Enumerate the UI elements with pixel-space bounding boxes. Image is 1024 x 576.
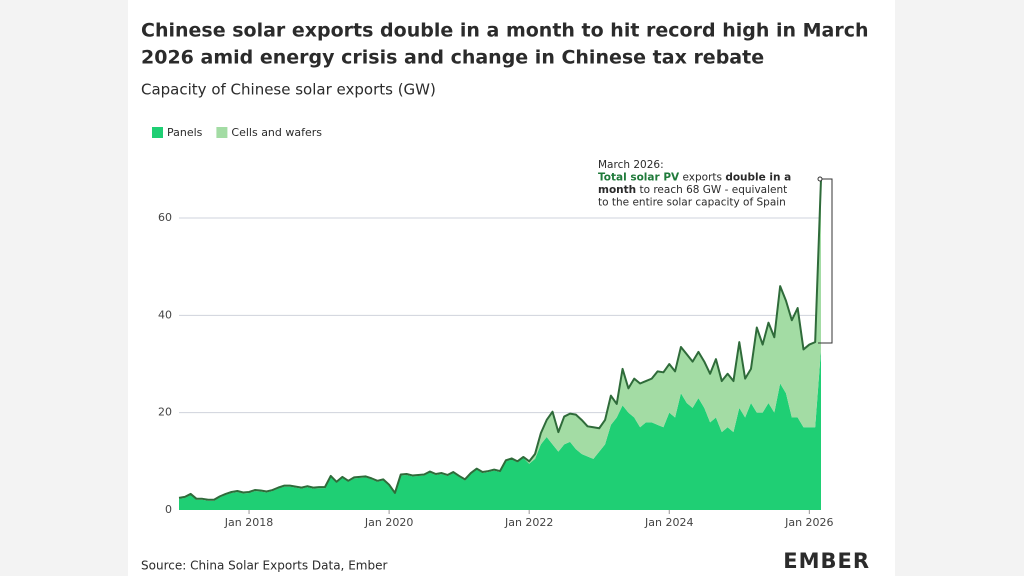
legend-swatch bbox=[152, 127, 163, 138]
legend-label: Panels bbox=[167, 126, 203, 139]
area bbox=[179, 179, 821, 501]
x-tick-label: Jan 2020 bbox=[364, 516, 413, 529]
y-tick-label: 0 bbox=[165, 503, 172, 516]
annotation-text: March 2026: bbox=[598, 159, 664, 171]
annotation-text: Total solar PV exports double in a bbox=[598, 172, 791, 184]
brand-logo: EMBER bbox=[783, 549, 870, 573]
annotation-span: double in a bbox=[725, 172, 791, 184]
bracket-line bbox=[818, 178, 833, 344]
annotation-text: month to reach 68 GW - equivalent bbox=[598, 184, 787, 196]
legend-label: Cells and wafers bbox=[231, 126, 322, 139]
subtitle: Capacity of Chinese solar exports (GW) bbox=[141, 81, 436, 99]
annotation-span: Total solar PV bbox=[598, 172, 680, 184]
bracket-dot bbox=[817, 176, 823, 182]
x-tick-label: Jan 2018 bbox=[224, 516, 273, 529]
annotation-span: exports bbox=[679, 172, 725, 184]
title-line: Chinese solar exports double in a month … bbox=[141, 20, 869, 42]
total-outline bbox=[178, 179, 822, 501]
annotation-span: to the entire solar capacity of Spain bbox=[598, 197, 786, 209]
area bbox=[179, 349, 821, 510]
annotation-span: month bbox=[598, 184, 636, 196]
x-tick-label: Jan 2024 bbox=[644, 516, 693, 529]
title-line: 2026 amid energy crisis and change in Ch… bbox=[141, 47, 764, 69]
annotation-span: to reach 68 GW - equivalent bbox=[636, 184, 787, 196]
annotation-bracket bbox=[817, 176, 833, 344]
annotation-text: to the entire solar capacity of Spain bbox=[598, 197, 786, 209]
x-tick-label: Jan 2026 bbox=[784, 516, 833, 529]
y-tick-label: 40 bbox=[158, 308, 172, 321]
source: Source: China Solar Exports Data, Ember bbox=[141, 559, 387, 573]
y-tick-label: 20 bbox=[158, 406, 172, 419]
x-tick-label: Jan 2022 bbox=[504, 516, 553, 529]
y-tick-label: 60 bbox=[158, 211, 172, 224]
legend-swatch bbox=[216, 127, 228, 138]
annotation-span: March 2026: bbox=[598, 159, 664, 171]
